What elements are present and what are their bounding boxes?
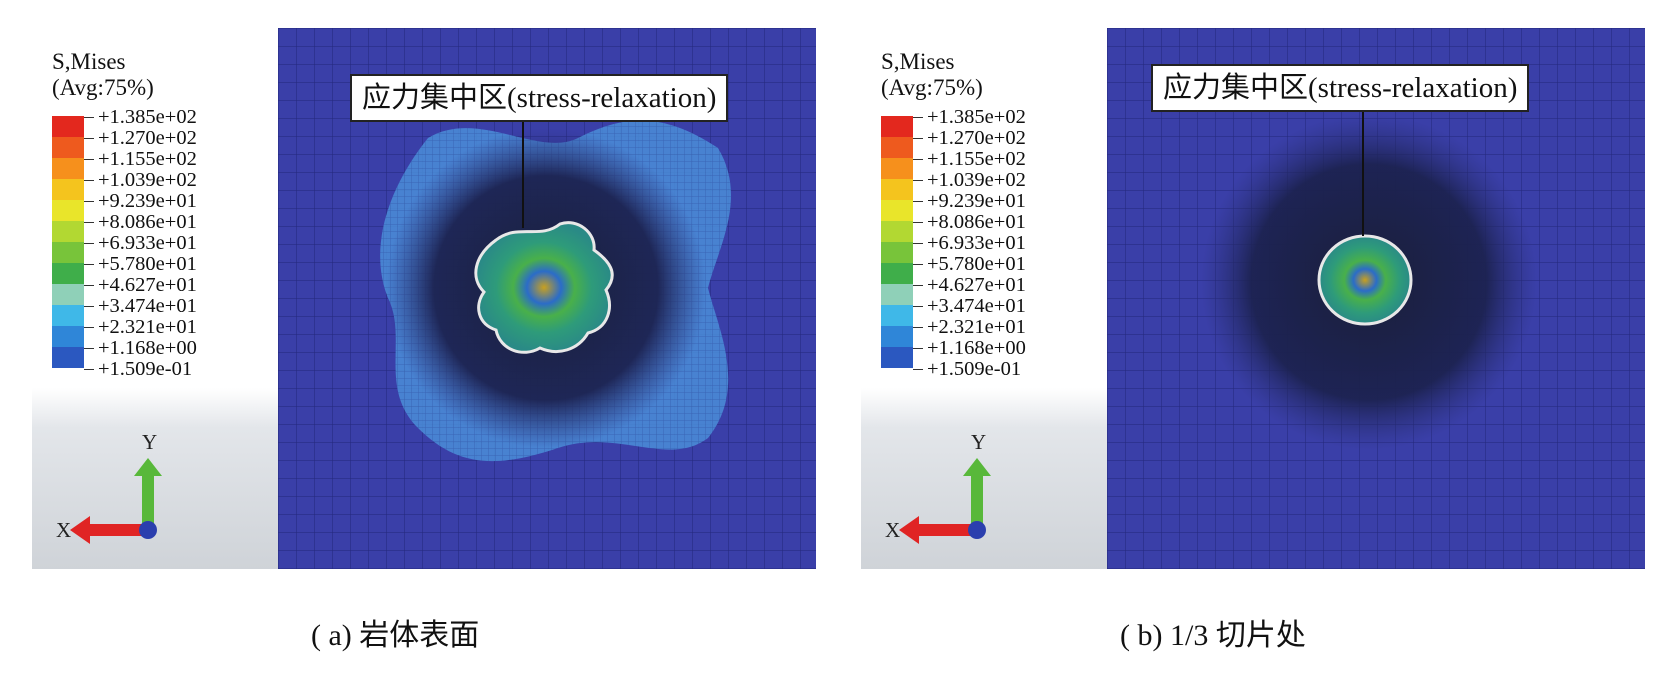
legend-value: +2.321e+01 bbox=[82, 317, 252, 338]
colorbar-band bbox=[52, 200, 84, 221]
legend-value: +1.039e+02 bbox=[911, 170, 1081, 191]
legend-value: +1.270e+02 bbox=[82, 128, 252, 149]
colorbar-band bbox=[52, 347, 84, 368]
axis-y-label: Y bbox=[142, 430, 158, 454]
legend-box: S,Mises (Avg:75%) +1.385e+02 +1.270e+02 … bbox=[861, 28, 1107, 569]
legend-value: +1.039e+02 bbox=[82, 170, 252, 191]
legend-value: +2.321e+01 bbox=[911, 317, 1081, 338]
legend-value: +1.385e+02 bbox=[82, 107, 252, 128]
legend-value: +1.168e+00 bbox=[82, 338, 252, 359]
legend-value: +1.270e+02 bbox=[911, 128, 1081, 149]
colorbar-band bbox=[881, 221, 913, 242]
axis-y-label: Y bbox=[971, 430, 987, 454]
figure-panel-b: S,Mises (Avg:75%) +1.385e+02 +1.270e+02 … bbox=[861, 28, 1645, 569]
colorbar-band bbox=[881, 158, 913, 179]
figure-panel-a: S,Mises (Avg:75%) +1.385e+02 +1.270e+02 … bbox=[32, 28, 816, 569]
colorbar-band bbox=[52, 116, 84, 137]
colorbar-band bbox=[52, 305, 84, 326]
legend-value: +1.509e-01 bbox=[82, 359, 252, 380]
axis-triad-icon bbox=[70, 458, 162, 544]
colorbar-band bbox=[881, 263, 913, 284]
axis-triad-icon bbox=[899, 458, 991, 544]
colorbar-band bbox=[52, 284, 84, 305]
axis-x-label: X bbox=[885, 518, 901, 542]
legend-subtitle: (Avg:75%) bbox=[881, 75, 983, 100]
legend-value: +3.474e+01 bbox=[911, 296, 1081, 317]
colorbar-band bbox=[881, 347, 913, 368]
stress-callout: 应力集中区(stress-relaxation) bbox=[1151, 64, 1530, 112]
colorbar-band bbox=[881, 137, 913, 158]
axis-x-label: X bbox=[56, 518, 72, 542]
colorbar-band bbox=[52, 326, 84, 347]
caption-a: ( a) 岩体表面 bbox=[311, 619, 480, 652]
legend-value: +1.155e+02 bbox=[911, 149, 1081, 170]
legend-value: +1.385e+02 bbox=[911, 107, 1081, 128]
legend-value: +1.155e+02 bbox=[82, 149, 252, 170]
colorbar-band bbox=[881, 242, 913, 263]
stress-contour-svg bbox=[1107, 28, 1645, 569]
stress-callout: 应力集中区(stress-relaxation) bbox=[350, 74, 729, 122]
axis-triad: Y X bbox=[885, 430, 1041, 558]
legend-value: +1.509e-01 bbox=[911, 359, 1081, 380]
colorbar bbox=[52, 116, 84, 368]
legend-value: +4.627e+01 bbox=[82, 275, 252, 296]
legend-value: +8.086e+01 bbox=[911, 212, 1081, 233]
colorbar-band bbox=[52, 242, 84, 263]
legend-value: +9.239e+01 bbox=[911, 191, 1081, 212]
legend-box: S,Mises (Avg:75%) +1.385e+02 +1.270e+02 … bbox=[32, 28, 278, 569]
stress-contour-plot: 应力集中区(stress-relaxation) bbox=[278, 28, 816, 569]
caption-b: ( b) 1/3 切片处 bbox=[1120, 619, 1306, 652]
axis-triad: Y X bbox=[56, 430, 212, 558]
colorbar-band bbox=[881, 200, 913, 221]
legend-value: +1.168e+00 bbox=[911, 338, 1081, 359]
legend-value: +4.627e+01 bbox=[911, 275, 1081, 296]
legend-value: +5.780e+01 bbox=[82, 254, 252, 275]
legend-value: +5.780e+01 bbox=[911, 254, 1081, 275]
colorbar-band bbox=[881, 284, 913, 305]
colorbar-band bbox=[881, 326, 913, 347]
legend-title: S,Mises bbox=[881, 49, 955, 74]
legend-value: +9.239e+01 bbox=[82, 191, 252, 212]
stress-contour-plot: 应力集中区(stress-relaxation) bbox=[1107, 28, 1645, 569]
colorbar-band bbox=[52, 263, 84, 284]
colorbar-band bbox=[52, 221, 84, 242]
legend-value: +3.474e+01 bbox=[82, 296, 252, 317]
colorbar-band bbox=[881, 179, 913, 200]
colorbar-band bbox=[881, 305, 913, 326]
legend-value: +6.933e+01 bbox=[911, 233, 1081, 254]
legend-subtitle: (Avg:75%) bbox=[52, 75, 154, 100]
colorbar-band bbox=[52, 158, 84, 179]
legend-value: +6.933e+01 bbox=[82, 233, 252, 254]
legend-value: +8.086e+01 bbox=[82, 212, 252, 233]
colorbar-band bbox=[52, 179, 84, 200]
colorbar bbox=[881, 116, 913, 368]
colorbar-band bbox=[52, 137, 84, 158]
legend-title: S,Mises bbox=[52, 49, 126, 74]
colorbar-band bbox=[881, 116, 913, 137]
